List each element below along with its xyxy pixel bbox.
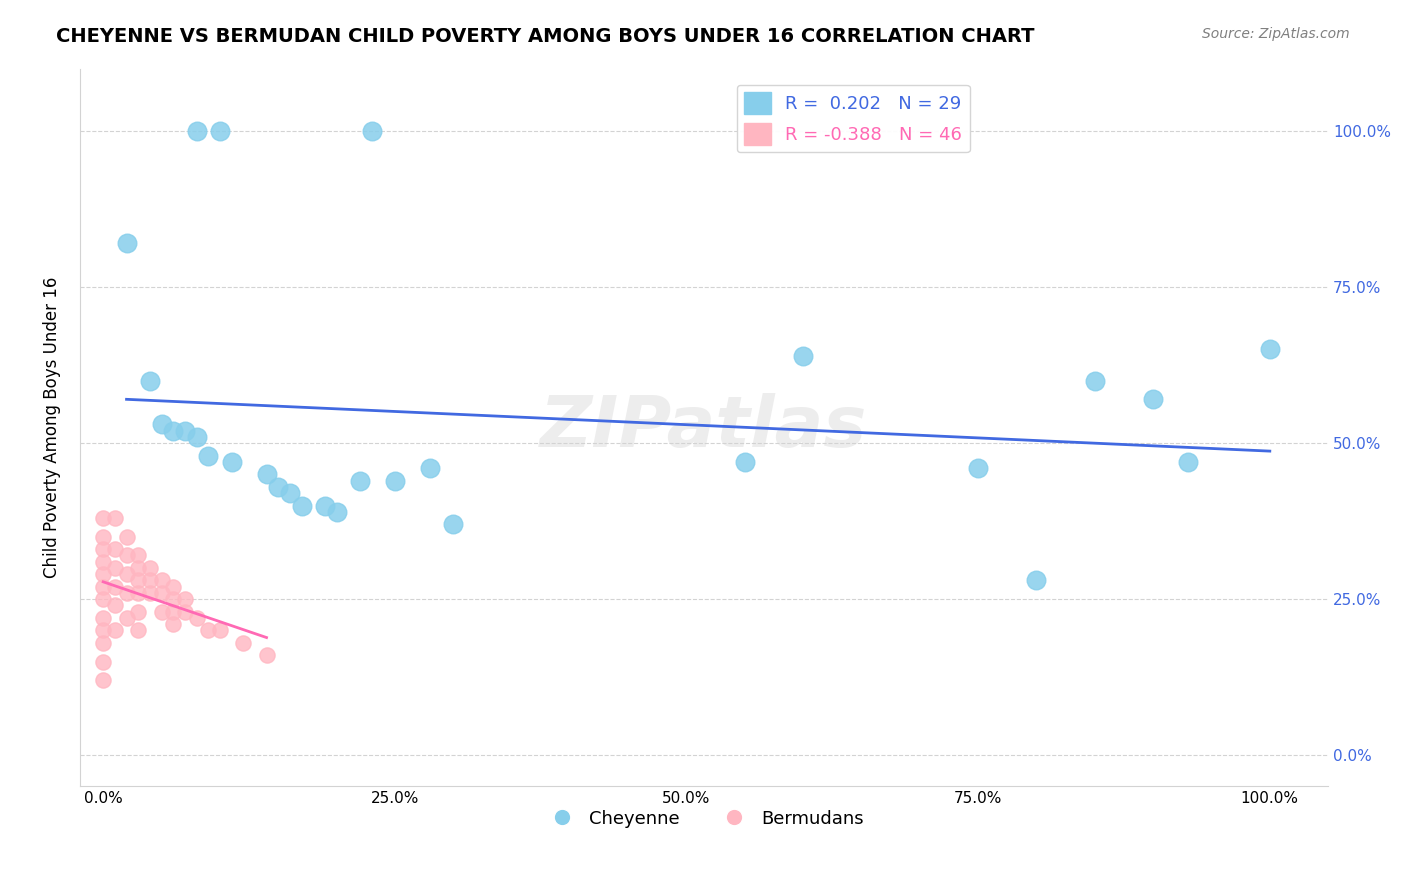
Point [1258, 343, 1281, 357]
Point [325, 505, 347, 519]
Text: Source: ZipAtlas.com: Source: ZipAtlas.com [1202, 27, 1350, 41]
Point [173, 424, 195, 438]
Point [314, 499, 336, 513]
Point [104, 580, 127, 594]
Point [139, 586, 162, 600]
Point [127, 586, 149, 600]
Point [162, 580, 184, 594]
Point [115, 549, 138, 563]
Point [162, 592, 184, 607]
Point [115, 236, 138, 251]
Point [162, 605, 184, 619]
Point [91, 511, 114, 525]
Point [91, 655, 114, 669]
Point [115, 567, 138, 582]
Point [91, 592, 114, 607]
Point [173, 592, 195, 607]
Point [441, 517, 464, 532]
Point [91, 673, 114, 688]
Point [360, 124, 382, 138]
Point [186, 430, 208, 444]
Point [115, 530, 138, 544]
Point [232, 636, 254, 650]
Point [104, 624, 127, 638]
Point [104, 511, 127, 525]
Point [256, 467, 278, 482]
Point [91, 624, 114, 638]
Point [734, 455, 756, 469]
Point [91, 567, 114, 582]
Point [349, 474, 371, 488]
Text: ZIPatlas: ZIPatlas [540, 393, 868, 462]
Point [139, 574, 162, 588]
Point [91, 530, 114, 544]
Point [290, 499, 312, 513]
Point [278, 486, 301, 500]
Point [208, 124, 231, 138]
Point [384, 474, 406, 488]
Point [127, 605, 149, 619]
Point [173, 605, 195, 619]
Y-axis label: Child Poverty Among Boys Under 16: Child Poverty Among Boys Under 16 [44, 277, 60, 578]
Text: CHEYENNE VS BERMUDAN CHILD POVERTY AMONG BOYS UNDER 16 CORRELATION CHART: CHEYENNE VS BERMUDAN CHILD POVERTY AMONG… [56, 27, 1035, 45]
Point [104, 542, 127, 557]
Point [1177, 455, 1199, 469]
Point [127, 574, 149, 588]
Point [162, 617, 184, 632]
Point [91, 542, 114, 557]
Point [208, 624, 231, 638]
Point [150, 417, 173, 432]
Point [127, 624, 149, 638]
Point [139, 374, 162, 388]
Point [150, 574, 173, 588]
Point [91, 636, 114, 650]
Point [104, 599, 127, 613]
Point [186, 124, 208, 138]
Point [197, 624, 219, 638]
Point [1025, 574, 1047, 588]
Point [186, 611, 208, 625]
Point [91, 580, 114, 594]
Point [91, 611, 114, 625]
Point [104, 561, 127, 575]
Point [267, 480, 290, 494]
Point [419, 461, 441, 475]
Point [256, 648, 278, 663]
Point [150, 605, 173, 619]
Point [115, 611, 138, 625]
Point [197, 449, 219, 463]
Point [139, 561, 162, 575]
Point [221, 455, 243, 469]
Point [792, 349, 814, 363]
Point [127, 561, 149, 575]
Point [115, 586, 138, 600]
Point [1084, 374, 1107, 388]
Point [162, 424, 184, 438]
Point [150, 586, 173, 600]
Point [91, 555, 114, 569]
Point [127, 549, 149, 563]
Legend: Cheyenne, Bermudans: Cheyenne, Bermudans [537, 803, 872, 835]
Point [1142, 392, 1164, 407]
Point [967, 461, 990, 475]
